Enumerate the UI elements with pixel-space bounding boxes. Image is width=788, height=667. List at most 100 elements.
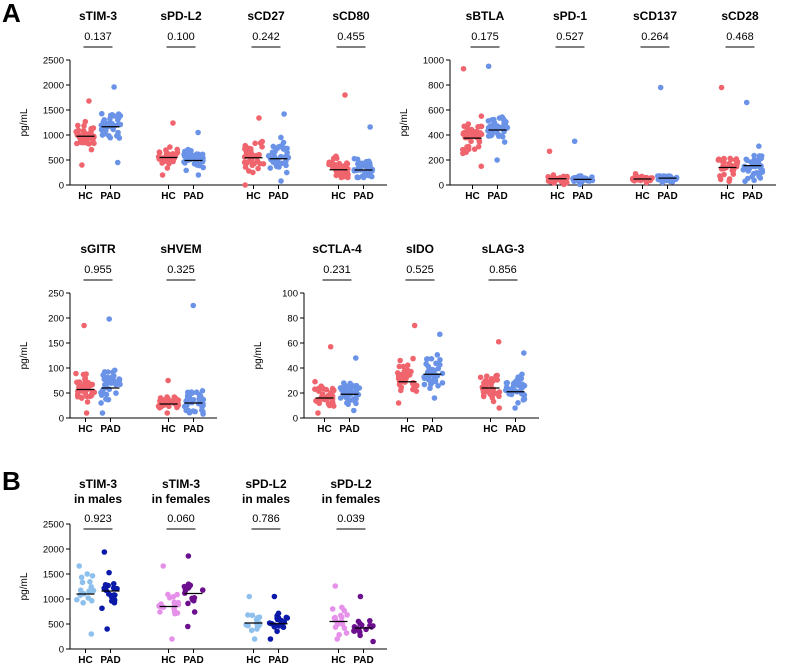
data-point <box>503 380 510 386</box>
data-point <box>243 152 250 159</box>
data-point <box>100 372 106 378</box>
group-title: sCTLA-4 <box>312 242 362 256</box>
data-point <box>493 373 499 379</box>
data-point <box>77 592 84 599</box>
data-point <box>74 596 80 603</box>
data-point <box>110 126 117 133</box>
data-point <box>744 175 751 182</box>
group-title: sTIM-3 <box>162 477 200 491</box>
data-point <box>396 363 403 370</box>
data-point <box>484 380 490 387</box>
data-point <box>191 609 198 615</box>
group-subtitle: in males <box>242 492 290 506</box>
data-point <box>106 569 112 576</box>
data-point <box>339 604 345 611</box>
data-point <box>337 395 344 401</box>
data-point <box>199 404 205 410</box>
x-tick-label: PAD <box>183 424 203 435</box>
data-point <box>99 410 106 416</box>
data-point <box>431 395 438 401</box>
data-point <box>426 372 432 378</box>
p-value-label: 0.100 <box>167 31 195 43</box>
data-point <box>75 122 81 129</box>
data-point <box>87 587 94 594</box>
data-point <box>495 338 502 345</box>
data-point <box>199 158 206 165</box>
y-tick-label: 40 <box>287 364 298 375</box>
data-point <box>76 384 82 391</box>
data-point <box>84 393 90 400</box>
data-point <box>476 139 483 145</box>
data-point <box>184 156 190 163</box>
data-point <box>103 377 110 384</box>
group-title: sIDO <box>406 242 434 256</box>
data-point <box>192 408 198 415</box>
data-point <box>312 378 318 385</box>
data-point <box>327 391 334 398</box>
x-tick-label: HC <box>78 424 92 435</box>
data-point <box>185 600 191 607</box>
data-point <box>312 386 318 392</box>
data-point <box>589 177 596 184</box>
data-point <box>183 167 190 174</box>
x-tick-label: HC <box>720 191 734 202</box>
data-point <box>429 366 436 373</box>
data-point <box>271 623 278 630</box>
data-point <box>117 381 123 388</box>
x-tick-label: HC <box>483 424 497 435</box>
data-point <box>508 391 515 398</box>
data-point <box>167 144 173 150</box>
data-point <box>284 149 290 156</box>
data-point <box>353 395 359 402</box>
data-point <box>85 595 92 601</box>
data-point <box>183 407 189 414</box>
x-tick-label: PAD <box>422 424 442 435</box>
p-value-label: 0.264 <box>641 31 669 43</box>
data-point <box>155 403 162 410</box>
data-point <box>110 585 117 591</box>
y-tick-label: 0 <box>59 645 64 656</box>
data-point <box>79 579 86 586</box>
y-tick-label: 2500 <box>43 520 64 531</box>
data-point <box>515 399 521 406</box>
x-tick-label: HC <box>317 424 331 435</box>
x-tick-label: PAD <box>268 191 288 202</box>
data-point <box>404 362 411 368</box>
data-point <box>272 160 278 166</box>
data-point <box>342 383 349 389</box>
data-point <box>267 636 274 642</box>
data-point <box>89 573 96 579</box>
data-point <box>718 84 725 91</box>
data-point <box>743 99 750 106</box>
y-tick-label: 500 <box>48 156 64 167</box>
data-point <box>504 387 510 394</box>
data-point <box>98 110 105 117</box>
y-tick-label: 1500 <box>43 106 64 117</box>
data-point <box>168 156 175 163</box>
data-point <box>98 400 104 406</box>
x-tick-label: HC <box>331 655 345 666</box>
data-point <box>165 591 171 598</box>
data-point <box>411 322 418 329</box>
data-point <box>477 374 484 381</box>
data-point <box>421 375 428 382</box>
y-tick-label: 0 <box>439 181 444 192</box>
data-point <box>254 615 261 621</box>
data-point <box>468 138 474 145</box>
data-point <box>195 172 202 178</box>
data-point <box>170 593 177 600</box>
group-title: sCD137 <box>633 9 677 23</box>
data-point <box>281 111 287 117</box>
data-point <box>275 610 282 617</box>
data-point <box>330 403 337 409</box>
data-point <box>475 143 482 150</box>
data-point <box>560 173 567 180</box>
data-point <box>285 154 292 161</box>
data-point <box>406 372 413 378</box>
data-point <box>77 587 84 594</box>
data-point <box>188 147 194 154</box>
data-point <box>195 129 201 136</box>
data-point <box>189 390 196 396</box>
data-point <box>87 579 93 585</box>
